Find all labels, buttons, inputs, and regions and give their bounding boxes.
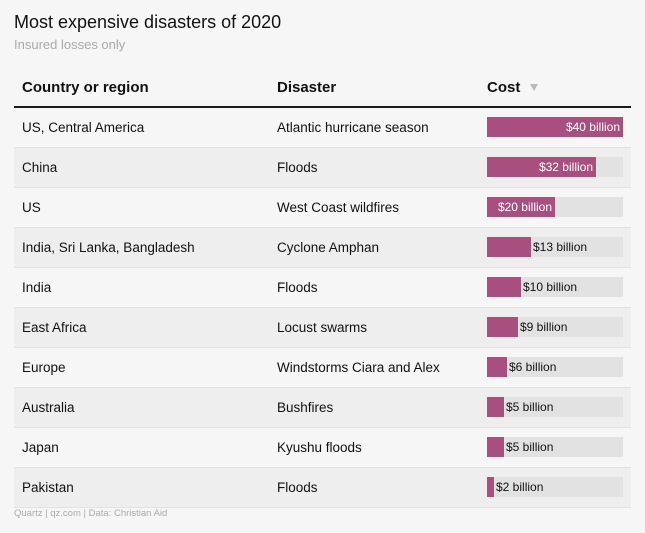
country-cell: Pakistan (22, 480, 74, 495)
cost-label: $40 billion (565, 120, 620, 134)
cost-label: $32 billion (538, 160, 593, 174)
table-row: East Africa Locust swarms $9 billion (14, 308, 631, 348)
cost-bar (487, 477, 494, 497)
country-cell: Australia (22, 400, 75, 415)
chart-subtitle: Insured losses only (14, 37, 126, 52)
country-cell: US (22, 200, 41, 215)
cost-bar-track: $6 billion (487, 357, 623, 377)
cost-label: $2 billion (496, 480, 544, 494)
cost-bar (487, 157, 596, 177)
disaster-cell: West Coast wildfires (277, 200, 400, 215)
cost-label: $5 billion (506, 400, 554, 414)
header-cost[interactable]: Cost (487, 79, 521, 96)
country-cell: Japan (22, 440, 59, 455)
disaster-cell: Cyclone Amphan (277, 240, 380, 255)
cost-bar-track: $32 billion (487, 157, 623, 177)
table-row: Europe Windstorms Ciara and Alex $6 billio… (14, 348, 631, 388)
table-row: India Floods $10 billion (14, 268, 631, 308)
cost-bar-track: $13 billion (487, 237, 623, 257)
country-cell: India, Sri Lanka, Bangladesh (22, 240, 195, 255)
cost-bar-track: $2 billion (487, 477, 623, 497)
cost-label: $13 billion (533, 240, 588, 254)
disaster-cell: Bushfires (277, 400, 334, 415)
cost-bar (487, 317, 518, 337)
disaster-cell: Atlantic hurricane season (277, 120, 429, 135)
cost-bar (487, 357, 507, 377)
cost-label: $6 billion (509, 360, 557, 374)
table-row: Japan Kyushu floods $5 billion (14, 428, 631, 468)
chart-title: Most expensive disasters of 2020 (14, 12, 282, 32)
table-header: Country or region Disaster Cost (14, 70, 631, 108)
country-cell: India (22, 280, 52, 295)
table-row: India, Sri Lanka, Bangladesh Cyclone Amph… (14, 228, 631, 268)
source-credit: Quartz | qz.com | Data: Christian Aid (14, 508, 168, 519)
disaster-cell: Kyushu floods (277, 440, 362, 455)
cost-label: $10 billion (523, 280, 578, 294)
table-row: US, Central America Atlantic hurricane se… (14, 108, 631, 148)
disasters-table: Country or region Disaster Cost US, Cent… (14, 70, 631, 508)
cost-bar-track: $40 billion (487, 117, 623, 137)
country-cell: East Africa (22, 320, 87, 335)
header-disaster[interactable]: Disaster (277, 79, 337, 96)
table-body: US, Central America Atlantic hurricane se… (14, 108, 631, 508)
country-cell: China (22, 160, 58, 175)
cost-bar (487, 437, 504, 457)
sort-down-icon[interactable] (530, 84, 538, 91)
cost-bar-track: $5 billion (487, 437, 623, 457)
cost-bar (487, 277, 521, 297)
cost-bar (487, 117, 623, 137)
table-row: China Floods $32 billion (14, 148, 631, 188)
table-row: Australia Bushfires $5 billion (14, 388, 631, 428)
cost-bar-track: $9 billion (487, 317, 623, 337)
header-country[interactable]: Country or region (22, 79, 149, 96)
disaster-cell: Floods (277, 280, 318, 295)
disaster-cell: Floods (277, 480, 318, 495)
cost-bar-track: $20 billion (487, 197, 623, 217)
disaster-cell: Locust swarms (277, 320, 368, 335)
table-row: Pakistan Floods $2 billion (14, 468, 631, 508)
cost-label: $5 billion (506, 440, 554, 454)
cost-bar-track: $5 billion (487, 397, 623, 417)
cost-bar (487, 197, 555, 217)
cost-label: $9 billion (520, 320, 568, 334)
cost-bar-track: $10 billion (487, 277, 623, 297)
country-cell: Europe (22, 360, 66, 375)
cost-label: $20 billion (497, 200, 552, 214)
disaster-cell: Windstorms Ciara and Alex (277, 360, 440, 375)
table-row: US West Coast wildfires $20 billion (14, 188, 631, 228)
disaster-cell: Floods (277, 160, 318, 175)
cost-bar (487, 397, 504, 417)
country-cell: US, Central America (22, 120, 145, 135)
cost-bar (487, 237, 531, 257)
